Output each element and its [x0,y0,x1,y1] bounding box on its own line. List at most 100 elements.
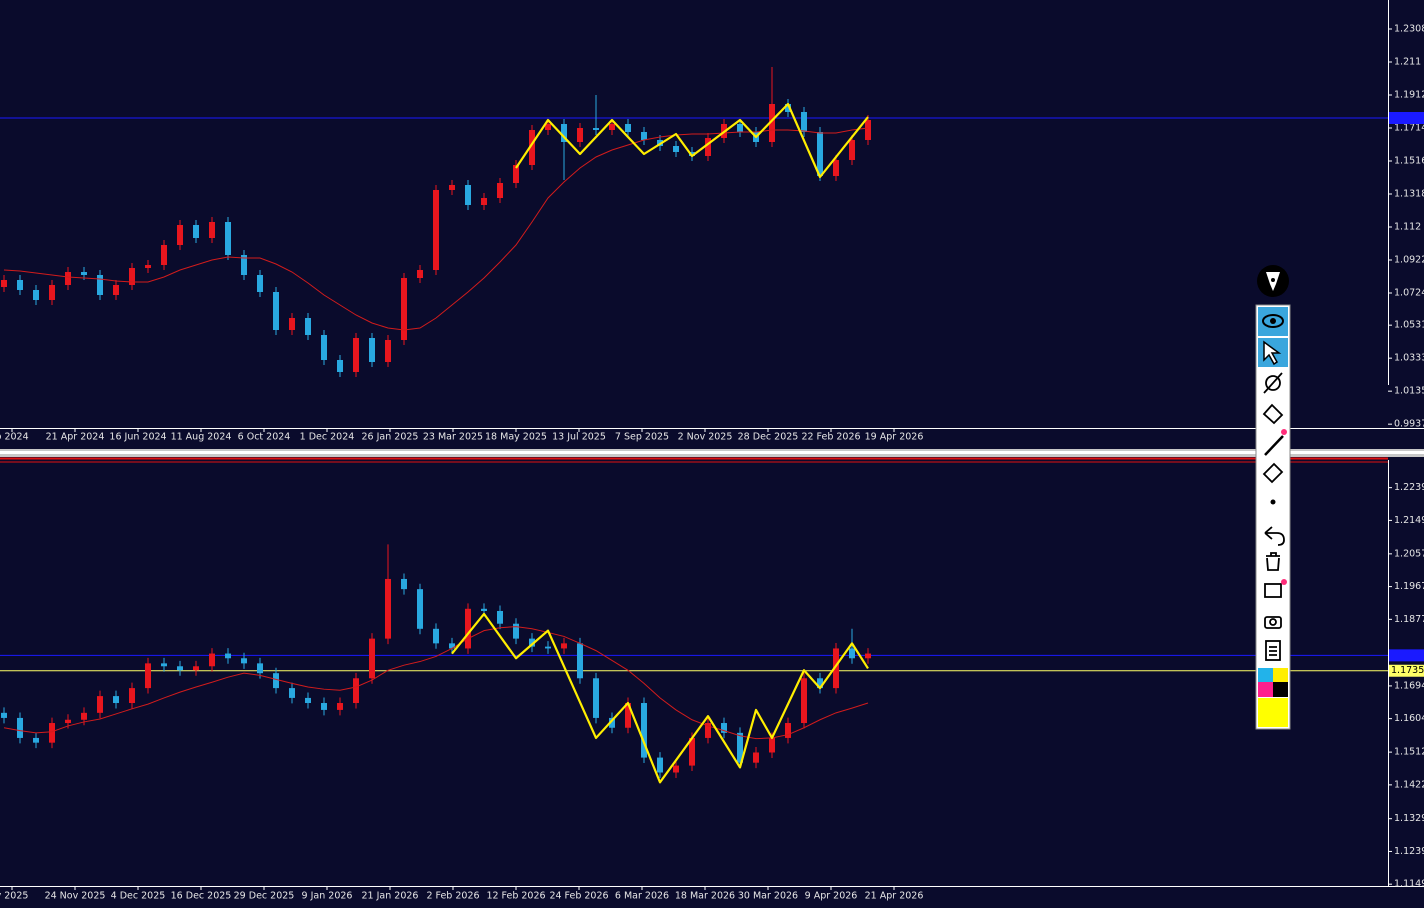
candle-body [369,338,375,362]
candle-body [529,130,535,165]
color-swatch[interactable] [1258,668,1273,682]
candle-body [113,285,119,295]
x-tick-label: 28 Dec 2025 [738,432,799,443]
ellipse-tool[interactable] [1265,375,1281,391]
x-tick-label: 18 May 2025 [485,432,547,443]
x-tick-label: 24 Nov 2025 [45,891,106,902]
candle-body [385,340,391,362]
y-tick-label: 1.1512 [1394,747,1424,758]
price-pane: 1.2308 1.211 1.1912 1.1714 1.1516 1.1318 1.112… [0,24,1424,443]
candle-body [545,124,551,130]
candle-body [49,285,55,300]
clipboard-tool [1269,646,1277,656]
x-tick-label: 24 Feb 2026 [549,891,608,902]
undo-tool[interactable] [1264,526,1285,546]
candle-body [273,292,279,330]
candle-body [865,120,871,140]
camera-tool[interactable] [1264,616,1282,629]
x-tick-label: 2 Nov 2025 [678,432,733,443]
line-tool[interactable] [1264,435,1284,456]
candle-body [65,719,71,724]
candle-body [1,712,7,718]
candle-body [641,703,647,758]
dot-size-tool[interactable] [1270,499,1276,505]
candle-body [257,663,263,674]
candle-body [417,270,423,278]
y-tick-label: 1.1604 [1394,713,1424,724]
y-tick-label: 1.1149 [1394,879,1424,890]
y-tick-label: 1.1912 [1394,90,1424,101]
toolbar-panel [1255,304,1291,730]
x-tick-label: 26 Jan 2025 [362,432,419,443]
screen-tool[interactable] [1264,583,1282,598]
candle-body [417,589,423,629]
candle-body [785,104,791,112]
current-price-box [1389,664,1424,677]
candle-body [401,278,407,340]
candle-body [65,272,71,285]
color-swatch[interactable] [1273,682,1288,697]
candle-body [625,124,631,132]
candle-body [465,185,471,205]
color-swatch[interactable] [1273,668,1288,682]
candle-body [513,623,519,639]
eye-icon [1262,314,1284,328]
candle-body [241,658,247,664]
x-tick-label: 19 Apr 2026 [865,432,924,443]
candle-body [289,688,295,698]
candle-body [801,678,807,724]
x-tick-label: 21 Apr 2024 [46,432,105,443]
y-tick-label: 1.2057 [1394,548,1424,559]
active-color[interactable] [1258,698,1288,727]
candle-body [705,138,711,156]
eraser-tool[interactable] [1262,462,1284,484]
color-swatch[interactable] [1258,682,1273,697]
candle-body [33,290,39,300]
clipboard-tool[interactable] [1265,640,1281,661]
ellipse-tool [1263,372,1283,394]
x-tick-label: 16 Jun 2024 [109,432,166,443]
x-tick-label: 22 Feb 2026 [801,432,860,443]
candle-body [1,280,7,287]
candle-body [849,140,855,160]
y-tick-label: 1.1714 [1394,123,1424,134]
x-tick-label: 21 Jan 2026 [362,891,419,902]
y-tick-label: 1.1516 [1394,156,1424,167]
pane-separator [0,451,1424,454]
indicator-dot [1281,579,1287,585]
candle-body [81,272,87,275]
candle-body [705,723,711,738]
candle-body [769,737,775,753]
drawing-toolbar [1255,265,1291,730]
candle-body [209,222,215,238]
candle-body [353,678,359,704]
candle-body [481,608,487,611]
charts: 1.2308 1.211 1.1912 1.1714 1.1516 1.1318 1.112… [0,24,1424,902]
x-tick-label: 30 Mar 2026 [738,891,798,902]
candle-body [817,132,823,176]
y-tick-label: 1.0333 [1394,353,1424,364]
x-tick-label: 4 Dec 2025 [111,891,166,902]
y-tick-label: 1.0922 [1394,255,1424,266]
candle-body [785,723,791,738]
y-tick-label: 1.0531 [1394,320,1424,331]
x-tick-label: 21 Apr 2026 [865,891,924,902]
x-tick-label: 6 Oct 2024 [238,432,291,443]
x-tick-label: v 2025 [0,891,28,902]
eye-icon [1270,318,1276,324]
candle-body [81,712,87,720]
cursor-icon [1263,340,1282,366]
candle-body [177,666,183,671]
x-tick-label: 9 Apr 2026 [805,891,858,902]
marker-tool[interactable] [1262,403,1284,425]
candle-body [625,703,631,728]
price-level-label [1389,649,1424,662]
candle-body [177,225,183,245]
delete-tool[interactable] [1266,552,1280,571]
candle-body [433,628,439,644]
candle-body [305,697,311,704]
candle-body [353,338,359,372]
candle-body [497,183,503,198]
candle-body [49,723,55,743]
